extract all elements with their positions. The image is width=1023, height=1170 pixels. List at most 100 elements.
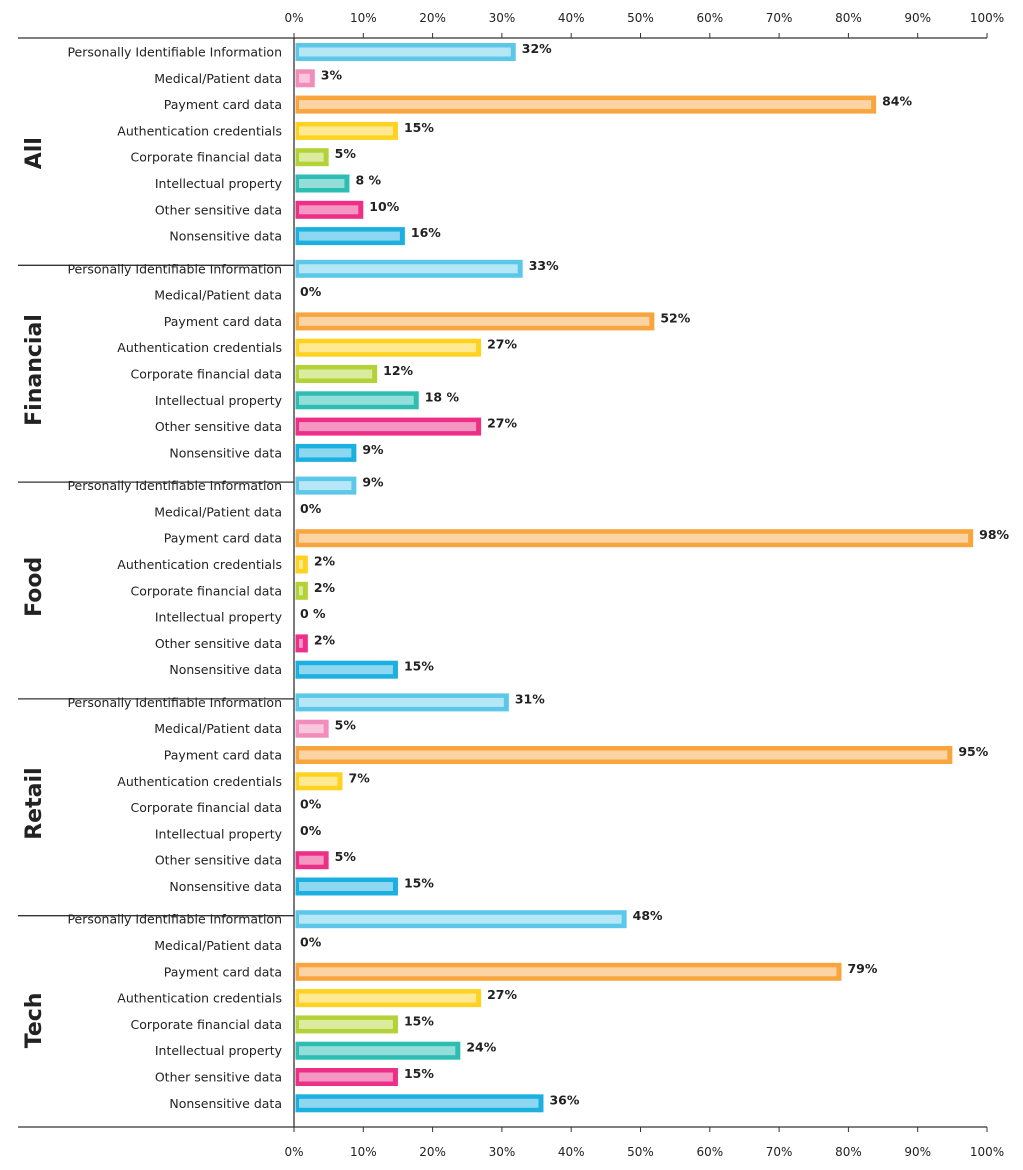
top-tick-label: 50% xyxy=(627,11,654,25)
bar-highlight xyxy=(299,481,352,491)
bar-highlight xyxy=(299,205,359,215)
category-label: Nonsensitive data xyxy=(169,662,282,677)
group-label-all: All xyxy=(22,137,47,169)
category-label: Personally Identifiable Information xyxy=(67,912,282,927)
data-label: 2% xyxy=(314,632,336,647)
bar-highlight xyxy=(299,1019,393,1029)
category-label: Other sensitive data xyxy=(155,202,282,217)
group-label-financial: Financial xyxy=(22,314,47,426)
bar-highlight xyxy=(299,231,400,241)
data-label: 79% xyxy=(847,961,877,976)
top-tick-label: 40% xyxy=(558,11,585,25)
data-label: 3% xyxy=(321,67,343,82)
top-tick-label: 80% xyxy=(835,11,862,25)
category-label: Payment card data xyxy=(164,964,282,979)
data-label: 5% xyxy=(335,849,357,864)
category-label: Authentication credentials xyxy=(117,557,282,572)
data-label: 0% xyxy=(300,823,322,838)
top-tick-label: 30% xyxy=(489,11,516,25)
bar-highlight xyxy=(299,100,872,110)
data-label: 10% xyxy=(369,199,399,214)
bar-highlight xyxy=(299,993,477,1003)
data-label: 32% xyxy=(522,41,552,56)
category-label: Authentication credentials xyxy=(117,774,282,789)
bar-highlight xyxy=(299,126,393,136)
data-label: 0% xyxy=(300,797,322,812)
bar-highlight xyxy=(299,586,303,596)
category-label: Personally Identifiable Information xyxy=(67,261,282,276)
data-label: 27% xyxy=(487,416,517,431)
bottom-tick-label: 10% xyxy=(350,1145,377,1159)
data-label: 15% xyxy=(404,120,434,135)
category-label: Intellectual property xyxy=(155,393,283,408)
top-tick-label: 10% xyxy=(350,11,377,25)
data-label: 2% xyxy=(314,554,336,569)
category-label: Payment card data xyxy=(164,531,282,546)
data-label: 0 % xyxy=(300,606,326,621)
category-label: Other sensitive data xyxy=(155,853,282,868)
data-label: 33% xyxy=(529,258,559,273)
category-label: Intellectual property xyxy=(155,826,283,841)
data-label: 12% xyxy=(383,363,413,378)
category-label: Authentication credentials xyxy=(117,123,282,138)
category-label: Nonsensitive data xyxy=(169,445,282,460)
data-label: 31% xyxy=(515,691,545,706)
category-label: Corporate financial data xyxy=(131,1017,282,1032)
bar-highlight xyxy=(299,1098,539,1108)
data-label: 24% xyxy=(466,1040,496,1055)
data-label: 18 % xyxy=(425,389,460,404)
bottom-tick-label: 20% xyxy=(419,1145,446,1159)
data-label: 15% xyxy=(404,1066,434,1081)
bottom-tick-label: 0% xyxy=(284,1145,303,1159)
data-label: 7% xyxy=(349,770,371,785)
bar-highlight xyxy=(299,73,310,83)
category-label: Nonsensitive data xyxy=(169,879,282,894)
data-label: 9% xyxy=(362,475,384,490)
bar-highlight xyxy=(299,560,303,569)
category-label: Medical/Patient data xyxy=(154,71,282,86)
bar-highlight xyxy=(299,152,324,162)
bottom-tick-label: 60% xyxy=(696,1145,723,1159)
data-label: 8 % xyxy=(355,173,381,188)
bar-highlight xyxy=(299,264,518,274)
category-label: Authentication credentials xyxy=(117,991,282,1006)
data-label: 5% xyxy=(335,146,357,161)
bar-highlight xyxy=(299,855,324,865)
top-tick-label: 0% xyxy=(284,11,303,25)
data-label: 5% xyxy=(335,718,357,733)
category-label: Corporate financial data xyxy=(131,800,282,815)
bar-highlight xyxy=(299,750,948,760)
bar-highlight xyxy=(299,724,324,734)
data-label: 0% xyxy=(300,501,322,516)
bar-highlight xyxy=(299,179,345,188)
bar-highlight xyxy=(299,1046,456,1056)
group-label-tech: Tech xyxy=(22,993,47,1049)
category-label: Intellectual property xyxy=(155,610,283,625)
category-label: Medical/Patient data xyxy=(154,938,282,953)
category-label: Medical/Patient data xyxy=(154,288,282,303)
data-label: 15% xyxy=(404,876,434,891)
category-label: Medical/Patient data xyxy=(154,504,282,519)
group-label-retail: Retail xyxy=(22,767,47,839)
data-label: 95% xyxy=(958,744,988,759)
top-tick-label: 60% xyxy=(696,11,723,25)
top-tick-label: 100% xyxy=(970,11,1004,25)
data-label: 48% xyxy=(633,908,663,923)
bottom-tick-label: 80% xyxy=(835,1145,862,1159)
group-label-food: Food xyxy=(22,557,47,617)
bottom-tick-label: 70% xyxy=(766,1145,793,1159)
bar-highlight xyxy=(299,316,650,326)
top-tick-label: 20% xyxy=(419,11,446,25)
data-label: 0% xyxy=(300,935,322,950)
category-label: Nonsensitive data xyxy=(169,229,282,244)
bar-highlight xyxy=(299,1072,393,1082)
bar-highlight xyxy=(299,422,477,432)
top-tick-label: 90% xyxy=(904,11,931,25)
bottom-tick-label: 30% xyxy=(489,1145,516,1159)
category-label: Other sensitive data xyxy=(155,1070,282,1085)
category-label: Personally Identifiable Information xyxy=(67,695,282,710)
data-label: 52% xyxy=(660,310,690,325)
data-label: 84% xyxy=(882,94,912,109)
category-label: Intellectual property xyxy=(155,176,283,191)
